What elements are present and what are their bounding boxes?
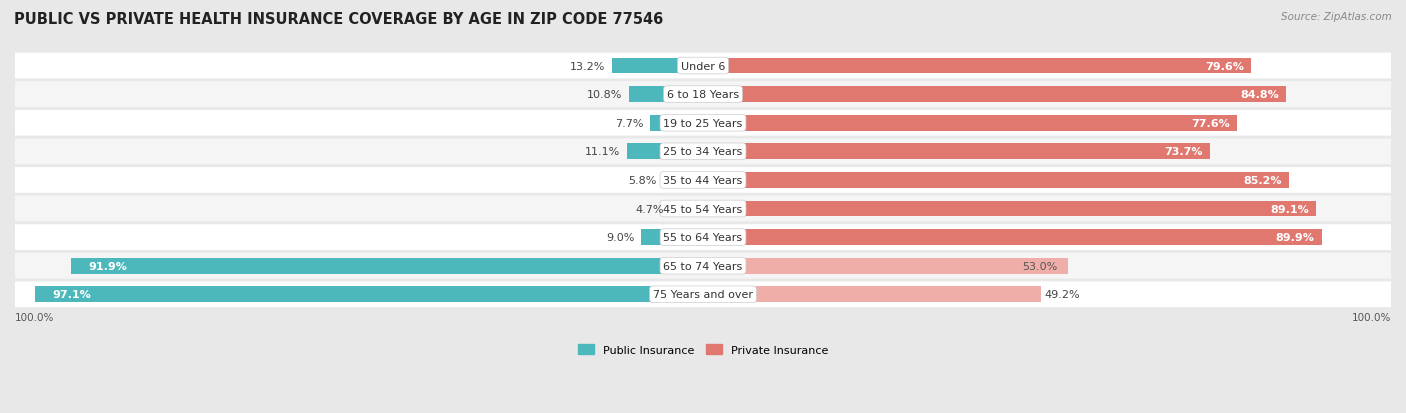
Bar [612, 59, 703, 74]
Bar [35, 287, 703, 302]
Text: 53.0%: 53.0% [1022, 261, 1057, 271]
Text: 9.0%: 9.0% [606, 233, 634, 242]
Text: 55 to 64 Years: 55 to 64 Years [664, 233, 742, 242]
Bar [671, 201, 703, 217]
Text: Source: ZipAtlas.com: Source: ZipAtlas.com [1281, 12, 1392, 22]
Bar [703, 87, 1286, 103]
Bar [703, 201, 1316, 217]
FancyBboxPatch shape [15, 54, 1391, 79]
Text: 77.6%: 77.6% [1191, 119, 1230, 128]
Text: 91.9%: 91.9% [89, 261, 127, 271]
Text: 100.0%: 100.0% [1351, 312, 1391, 322]
Bar [703, 258, 1067, 274]
Text: 35 to 44 Years: 35 to 44 Years [664, 176, 742, 185]
Text: 7.7%: 7.7% [614, 119, 643, 128]
Text: 6 to 18 Years: 6 to 18 Years [666, 90, 740, 100]
FancyBboxPatch shape [15, 139, 1391, 165]
Text: 73.7%: 73.7% [1164, 147, 1204, 157]
Bar [703, 287, 1042, 302]
Bar [650, 116, 703, 131]
Text: 5.8%: 5.8% [628, 176, 657, 185]
Text: 85.2%: 85.2% [1244, 176, 1282, 185]
Text: 89.9%: 89.9% [1275, 233, 1315, 242]
Text: 10.8%: 10.8% [586, 90, 621, 100]
Text: 84.8%: 84.8% [1240, 90, 1279, 100]
Text: 45 to 54 Years: 45 to 54 Years [664, 204, 742, 214]
Bar [70, 258, 703, 274]
Text: 97.1%: 97.1% [52, 290, 91, 299]
Bar [664, 173, 703, 188]
Bar [641, 230, 703, 245]
Text: 13.2%: 13.2% [569, 62, 606, 71]
Text: 25 to 34 Years: 25 to 34 Years [664, 147, 742, 157]
FancyBboxPatch shape [15, 168, 1391, 193]
Bar [627, 144, 703, 160]
Bar [703, 59, 1251, 74]
Text: 100.0%: 100.0% [15, 312, 55, 322]
FancyBboxPatch shape [15, 253, 1391, 279]
Bar [703, 173, 1289, 188]
Bar [703, 230, 1322, 245]
FancyBboxPatch shape [15, 225, 1391, 250]
Bar [628, 87, 703, 103]
Text: 11.1%: 11.1% [585, 147, 620, 157]
Text: 65 to 74 Years: 65 to 74 Years [664, 261, 742, 271]
Text: 4.7%: 4.7% [636, 204, 664, 214]
FancyBboxPatch shape [15, 196, 1391, 222]
Text: 19 to 25 Years: 19 to 25 Years [664, 119, 742, 128]
FancyBboxPatch shape [15, 82, 1391, 108]
Legend: Public Insurance, Private Insurance: Public Insurance, Private Insurance [574, 340, 832, 360]
FancyBboxPatch shape [15, 282, 1391, 307]
Text: 75 Years and over: 75 Years and over [652, 290, 754, 299]
Bar [703, 116, 1237, 131]
Bar [703, 144, 1211, 160]
Text: Under 6: Under 6 [681, 62, 725, 71]
Text: 79.6%: 79.6% [1205, 62, 1244, 71]
FancyBboxPatch shape [15, 111, 1391, 136]
Text: 49.2%: 49.2% [1045, 290, 1081, 299]
Text: 89.1%: 89.1% [1271, 204, 1309, 214]
Text: PUBLIC VS PRIVATE HEALTH INSURANCE COVERAGE BY AGE IN ZIP CODE 77546: PUBLIC VS PRIVATE HEALTH INSURANCE COVER… [14, 12, 664, 27]
